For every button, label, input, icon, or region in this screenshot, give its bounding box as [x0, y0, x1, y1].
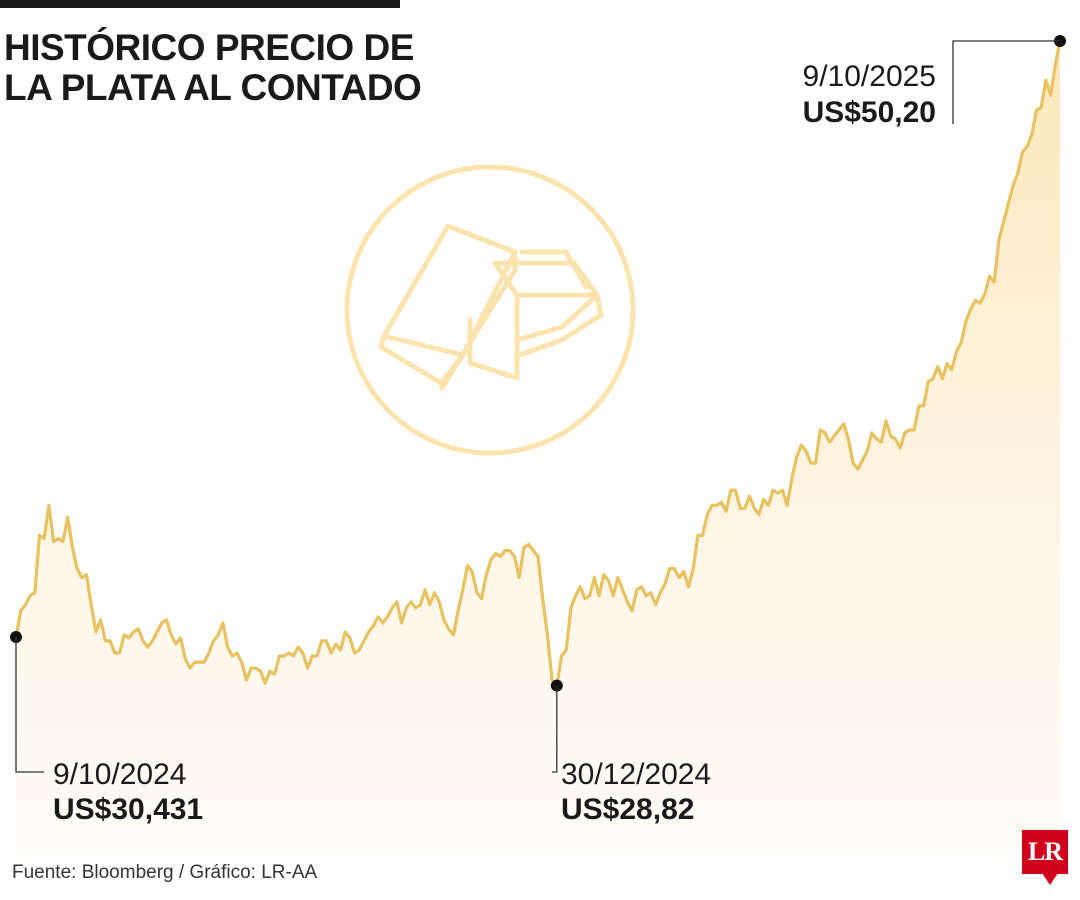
- annotation-start-leader: [15, 637, 44, 773]
- lr-logo: LR: [1022, 830, 1068, 874]
- chart-title-line-1: HISTÓRICO PRECIO DE: [4, 27, 414, 68]
- annotation-low: 30/12/2024 US$28,82: [550, 679, 711, 826]
- annotation-low-leader: [552, 685, 558, 773]
- annotation-end-leader: [952, 40, 1060, 124]
- chart-title: HISTÓRICO PRECIO DE LA PLATA AL CONTADO: [4, 27, 422, 108]
- annotation-end-date: 9/10/2025: [803, 60, 936, 93]
- annotation-end-value: US$50,20: [803, 96, 936, 129]
- annotation-end: 9/10/2025 US$50,20: [803, 35, 1066, 129]
- top-accent-bar: [0, 0, 400, 8]
- source-note: Fuente: Bloomberg / Gráfico: LR-AA: [12, 862, 318, 883]
- price-area: [16, 41, 1060, 850]
- lr-logo-tail: [1042, 873, 1058, 885]
- chart-title-line-2: LA PLATA AL CONTADO: [4, 67, 422, 108]
- annotation-start-date: 9/10/2024: [53, 758, 186, 791]
- annotation-low-date: 30/12/2024: [561, 758, 711, 791]
- price-line: [14, 39, 1062, 688]
- silver-bars-icon: [344, 164, 636, 456]
- annotation-start: 9/10/2024 US$30,431: [10, 631, 203, 826]
- annotation-low-value: US$28,82: [561, 793, 694, 826]
- annotation-start-value: US$30,431: [53, 793, 203, 826]
